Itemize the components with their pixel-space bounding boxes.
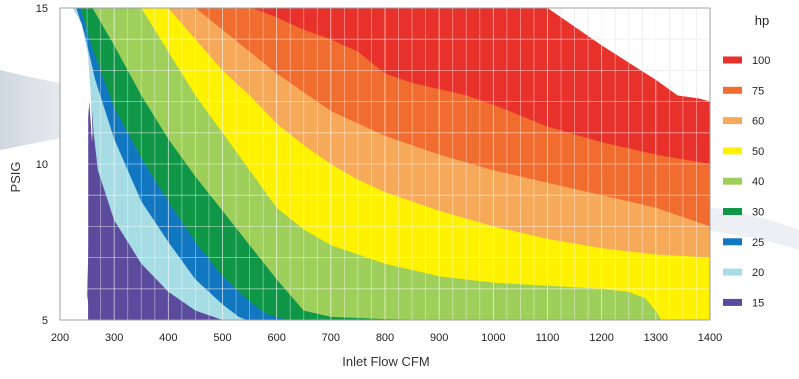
legend-title: hp (755, 13, 769, 28)
legend-swatch-25hp (723, 238, 742, 246)
legend-swatch-75hp (723, 86, 742, 94)
x-tick-label: 1000 (481, 332, 505, 344)
legend-swatch-60hp (723, 117, 742, 125)
x-tick-label: 700 (322, 332, 340, 344)
x-tick-label: 900 (430, 332, 448, 344)
legend-swatch-50hp (723, 147, 742, 155)
legend-label-60hp: 60 (752, 116, 764, 128)
x-tick-label: 1300 (644, 332, 668, 344)
plot-frame (59, 7, 711, 321)
y-tick-label: 10 (36, 159, 48, 171)
x-tick-label: 1100 (536, 332, 560, 344)
x-tick-label: 1200 (589, 332, 613, 344)
legend-label-100hp: 100 (752, 55, 770, 67)
legend-label-15hp: 15 (752, 297, 764, 309)
legend-swatch-30hp (723, 208, 742, 215)
band-15hp-body (88, 101, 223, 320)
legend-label-20hp: 20 (752, 267, 764, 279)
legend-label-40hp: 40 (752, 176, 764, 188)
legend: hp 100 75 60 50 40 30 25 20 15 (723, 13, 770, 309)
legend-swatch-40hp (723, 177, 742, 185)
x-axis-title: Inlet Flow CFM (342, 354, 429, 369)
x-tick-label: 800 (376, 332, 394, 344)
legend-swatch-100hp (723, 56, 742, 64)
x-tick-label: 600 (267, 332, 285, 344)
x-tick-label: 400 (159, 332, 177, 344)
x-tick-label: 500 (213, 332, 231, 344)
y-tick-label: 15 (36, 3, 48, 15)
legend-label-50hp: 50 (752, 146, 764, 158)
legend-swatch-15hp (723, 298, 742, 306)
legend-label-30hp: 30 (752, 207, 764, 219)
y-tick-label: 5 (42, 315, 48, 327)
x-tick-label: 300 (105, 332, 123, 344)
x-tick-labels: 200 300 400 500 600 700 800 900 1000 1100 1200 1300… (51, 332, 722, 344)
legend-label-25hp: 25 (752, 237, 764, 249)
x-tick-label: 1400 (698, 332, 722, 344)
x-tick-label: 200 (51, 332, 69, 344)
legend-label-75hp: 75 (752, 85, 764, 97)
legend-swatch-20hp (723, 268, 742, 276)
y-tick-labels: 5 10 15 (36, 3, 48, 327)
grid-lines (60, 8, 710, 320)
y-axis-title: PSIG (8, 161, 23, 192)
